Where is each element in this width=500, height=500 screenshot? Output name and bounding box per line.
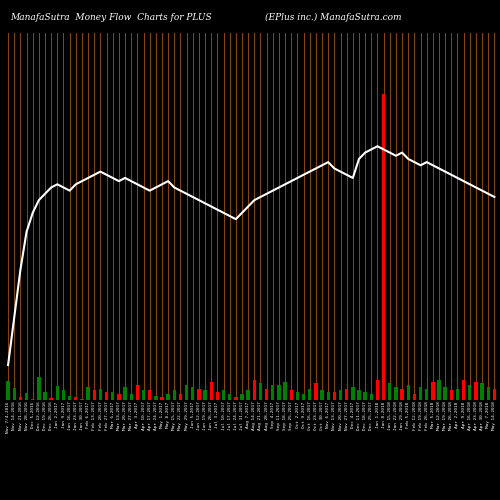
Bar [31, 399, 34, 400]
Bar [474, 382, 478, 400]
Bar [105, 392, 108, 400]
Bar [86, 387, 90, 400]
Bar [450, 390, 453, 400]
Bar [462, 380, 466, 400]
Text: ManafaSutra  Money Flow  Charts for PLUS: ManafaSutra Money Flow Charts for PLUS [10, 12, 211, 22]
Bar [111, 392, 114, 400]
Bar [326, 392, 330, 400]
Bar [148, 390, 152, 400]
Bar [246, 390, 250, 400]
Bar [486, 387, 490, 400]
Bar [252, 380, 256, 400]
Bar [468, 385, 471, 400]
Bar [136, 385, 139, 400]
Bar [98, 388, 102, 400]
Bar [425, 388, 428, 400]
Bar [74, 398, 78, 400]
Bar [406, 385, 410, 400]
Bar [480, 384, 484, 400]
Bar [388, 384, 392, 400]
Bar [68, 396, 71, 400]
Bar [400, 388, 404, 400]
Bar [80, 399, 84, 400]
Bar [376, 380, 379, 400]
Bar [419, 387, 422, 400]
Bar [394, 387, 398, 400]
Bar [284, 382, 287, 400]
Bar [166, 394, 170, 400]
Bar [431, 382, 434, 400]
Bar [240, 394, 244, 400]
Bar [56, 386, 59, 400]
Bar [12, 388, 16, 400]
Bar [142, 390, 145, 400]
Bar [320, 390, 324, 400]
Bar [124, 387, 126, 400]
Bar [332, 392, 336, 400]
Bar [278, 385, 280, 400]
Bar [130, 394, 133, 400]
Text: (EPlus inc.) ManafaSutra.com: (EPlus inc.) ManafaSutra.com [265, 12, 402, 22]
Bar [296, 392, 299, 400]
Bar [308, 388, 312, 400]
Bar [302, 394, 306, 400]
Bar [364, 392, 367, 400]
Bar [185, 385, 188, 400]
Bar [444, 387, 447, 400]
Bar [234, 398, 237, 400]
Bar [172, 390, 176, 400]
Bar [6, 381, 10, 400]
Bar [382, 94, 386, 400]
Bar [18, 398, 22, 400]
Bar [290, 390, 293, 400]
Bar [412, 394, 416, 400]
Bar [314, 384, 318, 400]
Bar [210, 382, 213, 400]
Bar [191, 387, 194, 400]
Bar [204, 390, 207, 400]
Bar [92, 390, 96, 400]
Bar [228, 394, 232, 400]
Bar [197, 388, 200, 400]
Bar [271, 385, 274, 400]
Bar [37, 378, 40, 400]
Bar [351, 387, 354, 400]
Bar [50, 398, 53, 400]
Bar [62, 390, 65, 400]
Bar [456, 388, 459, 400]
Bar [339, 390, 342, 400]
Bar [492, 388, 496, 400]
Bar [222, 390, 225, 400]
Bar [438, 380, 440, 400]
Bar [25, 393, 28, 400]
Bar [117, 394, 120, 400]
Bar [154, 396, 158, 400]
Bar [44, 392, 46, 400]
Bar [179, 394, 182, 400]
Bar [265, 388, 268, 400]
Bar [358, 390, 360, 400]
Bar [160, 398, 164, 400]
Bar [259, 384, 262, 400]
Bar [216, 392, 219, 400]
Bar [345, 388, 348, 400]
Bar [370, 394, 373, 400]
